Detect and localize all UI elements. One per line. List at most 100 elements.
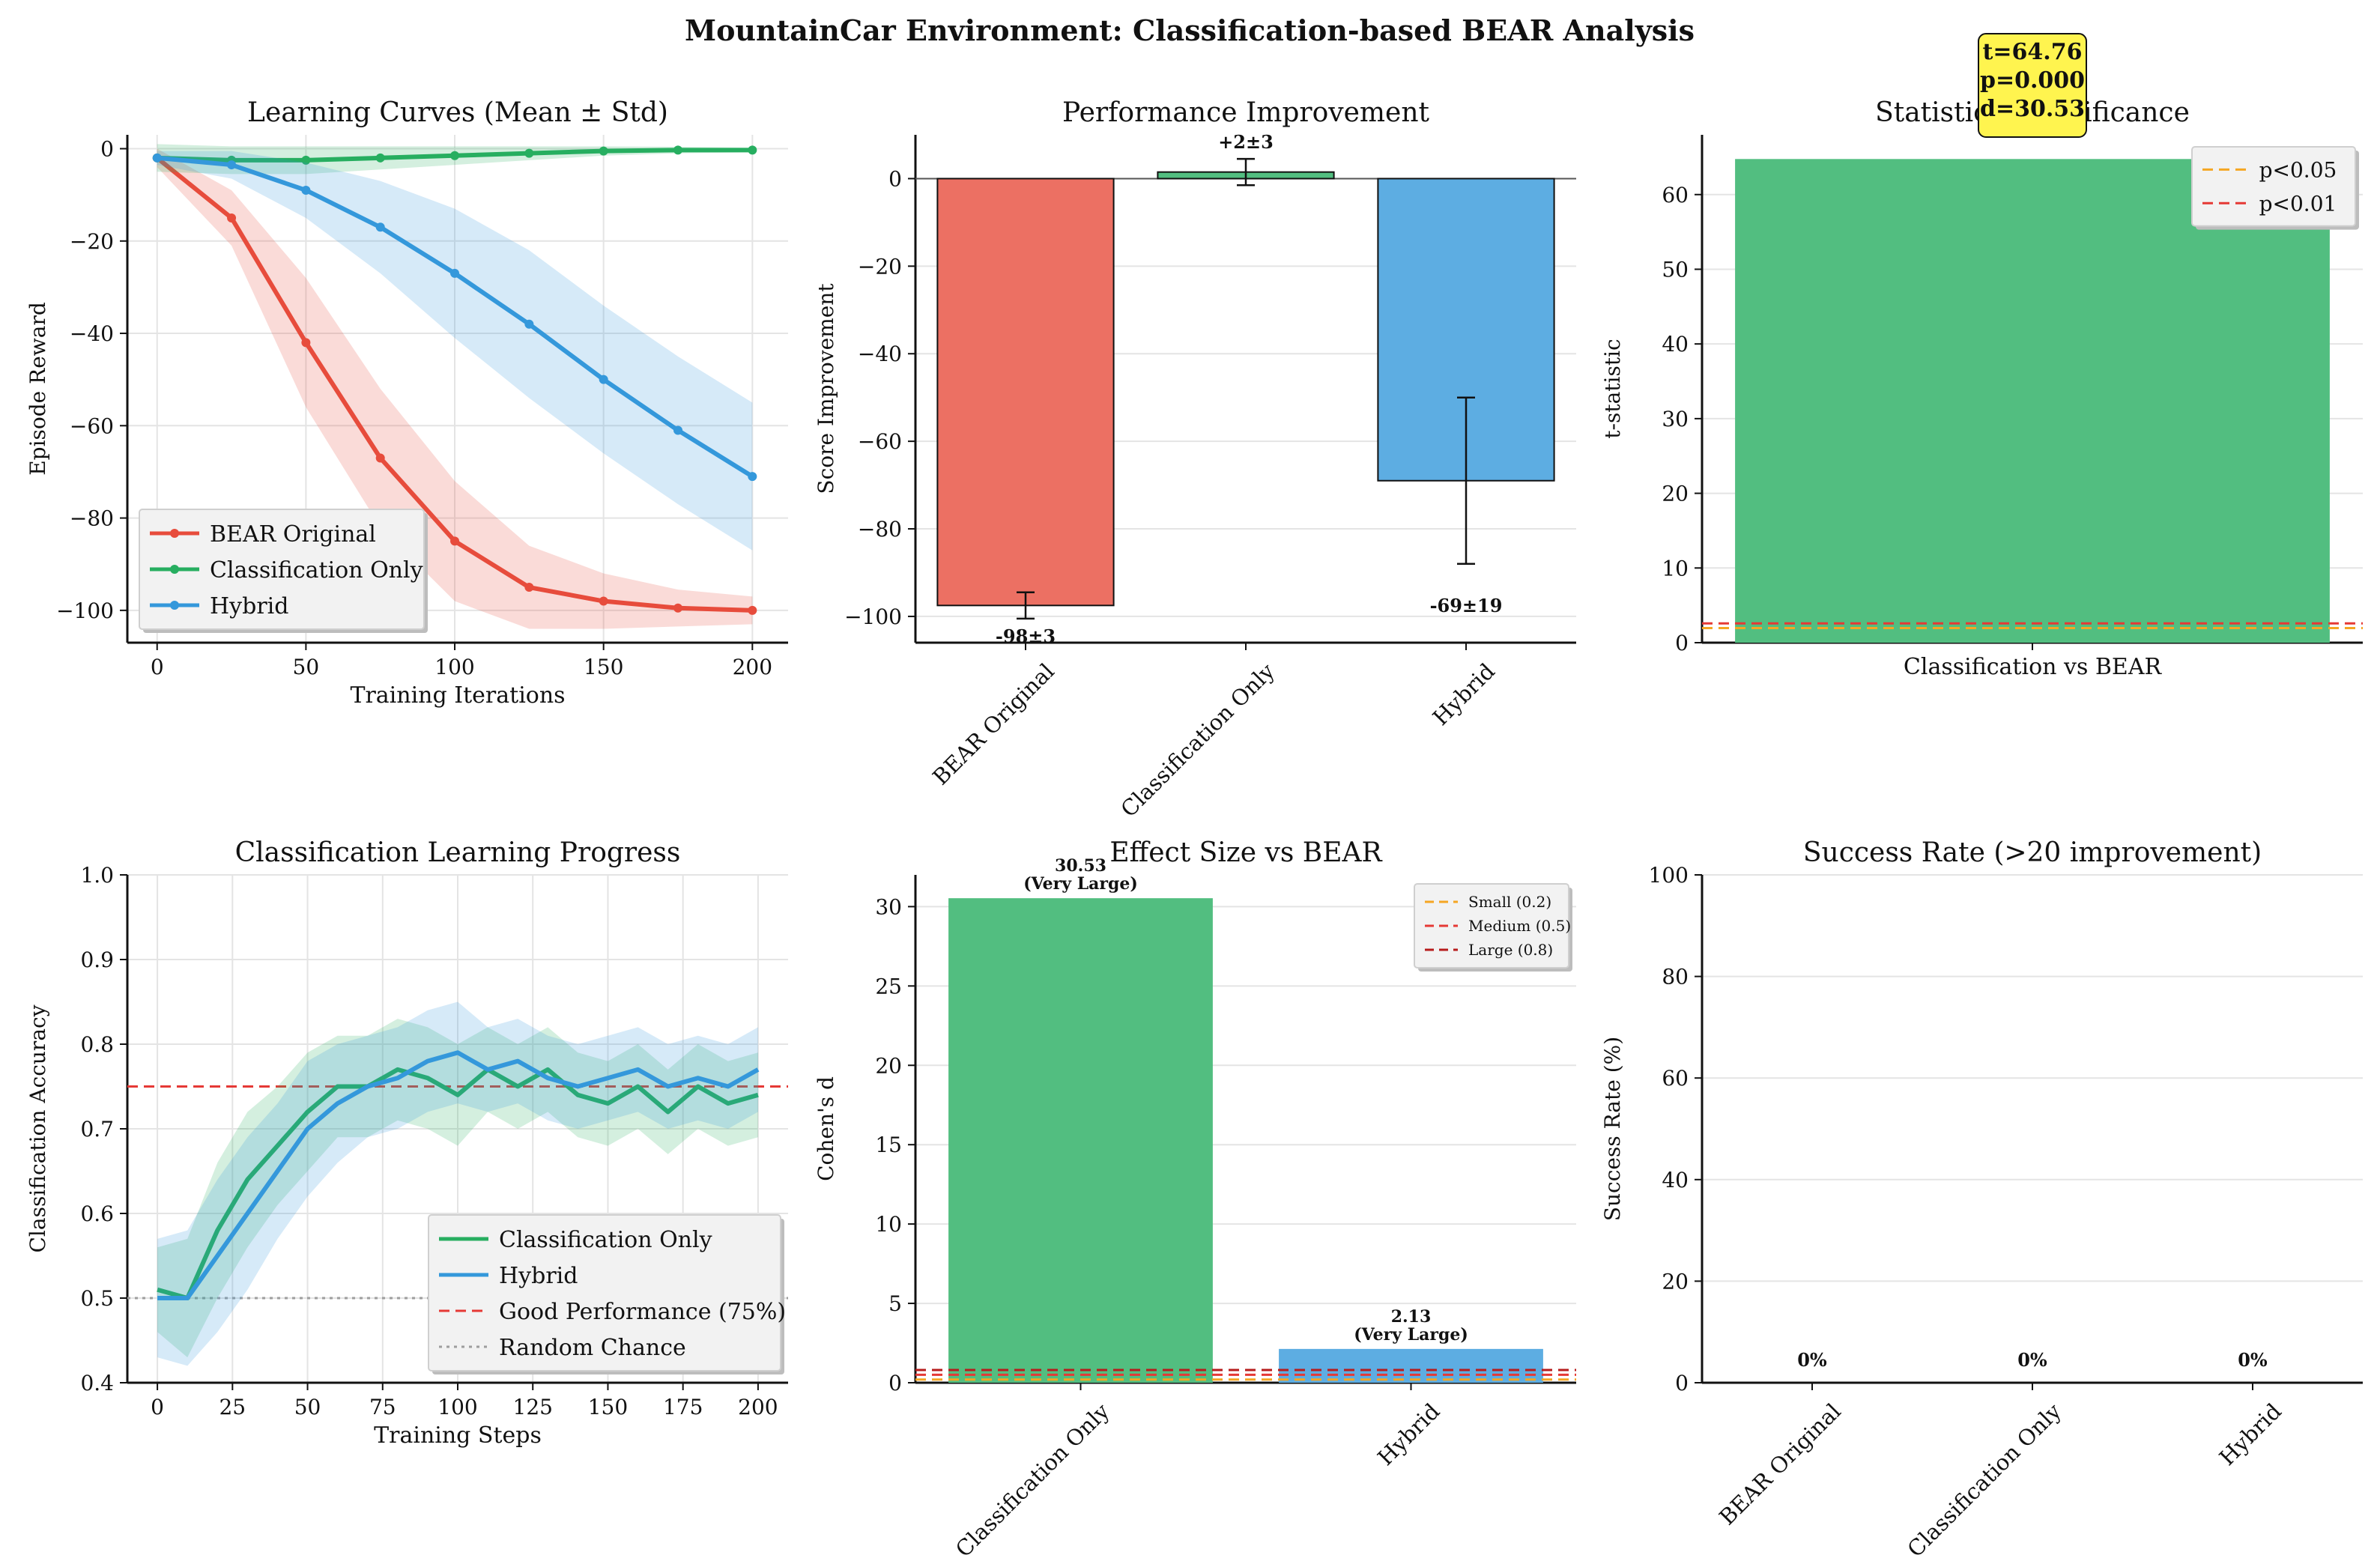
data-point xyxy=(227,213,237,222)
x-tick-label: 125 xyxy=(513,1395,553,1419)
y-tick-label: −40 xyxy=(70,321,114,346)
data-point xyxy=(524,319,534,329)
x-tick-label: 150 xyxy=(584,655,623,679)
y-tick-label: 40 xyxy=(1662,332,1689,357)
y-tick-label: 60 xyxy=(1662,1066,1689,1091)
annotation-text: t=64.76 xyxy=(1983,39,2083,65)
y-tick-label: −20 xyxy=(858,254,902,279)
x-tick-label: BEAR Original xyxy=(1714,1398,1846,1530)
chart-title: Effect Size vs BEAR xyxy=(1109,837,1382,868)
x-axis-label: Training Steps xyxy=(374,1422,542,1449)
annotation-box xyxy=(1978,33,2087,138)
chart-title: Performance Improvement xyxy=(1062,97,1430,128)
x-tick-label: 150 xyxy=(588,1395,628,1419)
value-label: +2±3 xyxy=(1218,131,1274,153)
x-tick-label: 100 xyxy=(434,655,474,679)
data-point xyxy=(599,375,608,384)
y-tick-label: 100 xyxy=(1649,863,1689,888)
value-label: 0% xyxy=(2238,1349,2268,1371)
y-tick-label: 50 xyxy=(1662,257,1689,282)
x-tick-label: 0 xyxy=(151,655,164,679)
legend-label: BEAR Original xyxy=(210,521,376,548)
y-tick-label: 10 xyxy=(1662,556,1689,581)
chart-performance_improvement: 0 −20 −40 −60 −80 −100 Performance Improvement… xyxy=(814,97,1576,822)
x-tick-label: 200 xyxy=(738,1395,778,1419)
x-tick-label: 200 xyxy=(733,655,772,679)
chart-title: Learning Curves (Mean ± Std) xyxy=(247,97,668,128)
x-tick-label: 175 xyxy=(663,1395,703,1419)
legend-label: Large (0.8) xyxy=(1468,941,1553,959)
data-point xyxy=(375,153,385,163)
bar xyxy=(1279,1348,1543,1383)
y-axis-label: Cohen's d xyxy=(814,1076,838,1181)
x-tick-label: Classification Only xyxy=(1902,1398,2066,1562)
x-tick-label: Hybrid xyxy=(1428,658,1500,730)
y-tick-label: −60 xyxy=(858,429,902,454)
data-point xyxy=(375,222,385,232)
x-tick-label: 100 xyxy=(437,1395,477,1419)
legend-label: Random Chance xyxy=(499,1335,686,1361)
data-point xyxy=(748,472,757,482)
legend-label: Good Performance (75%) xyxy=(499,1299,786,1325)
bar xyxy=(948,898,1213,1383)
y-tick-label: 0.8 xyxy=(80,1032,114,1057)
data-point xyxy=(524,148,534,158)
value-label: -98±3 xyxy=(996,625,1056,647)
data-point xyxy=(748,145,757,155)
data-point xyxy=(673,145,682,155)
legend-box xyxy=(428,1214,781,1371)
chart-success_rate: 0 20 40 60 80 100 Success Rate (>20 improvemen… xyxy=(1600,837,2363,1562)
y-tick-label: −100 xyxy=(56,598,114,623)
data-point xyxy=(301,185,311,195)
y-tick-label: 0 xyxy=(888,1371,902,1395)
series-line xyxy=(157,1050,760,1300)
data-point xyxy=(599,596,608,606)
y-tick-label: 15 xyxy=(875,1133,902,1157)
x-tick-label: 0 xyxy=(151,1395,164,1419)
data-point xyxy=(524,583,534,592)
y-tick-label: −20 xyxy=(70,229,114,254)
legend-box xyxy=(2191,146,2356,227)
value-label: 30.53 xyxy=(1055,856,1106,876)
value-label: -69±19 xyxy=(1430,595,1503,616)
y-tick-label: 30 xyxy=(1662,407,1689,431)
legend-label: Classification Only xyxy=(210,557,423,584)
y-tick-label: 10 xyxy=(875,1212,902,1237)
y-tick-label: 30 xyxy=(875,894,902,919)
x-tick-label: 50 xyxy=(294,1395,321,1419)
y-tick-label: 40 xyxy=(1662,1168,1689,1192)
std-band xyxy=(157,148,753,629)
y-tick-label: 0.6 xyxy=(80,1201,114,1226)
y-axis-label: t-statistic xyxy=(1600,339,1625,439)
figure-title: MountainCar Environment: Classification-… xyxy=(685,13,1695,47)
y-tick-label: 25 xyxy=(875,974,902,998)
y-tick-label: 0 xyxy=(100,136,114,161)
y-tick-label: 20 xyxy=(875,1053,902,1078)
x-tick-label: Classification Only xyxy=(951,1398,1115,1562)
data-point xyxy=(152,153,162,163)
x-tick-label: 75 xyxy=(369,1395,396,1419)
legend-label: Classification Only xyxy=(499,1227,712,1253)
y-tick-label: 0 xyxy=(888,166,902,191)
y-axis-label: Classification Accuracy xyxy=(25,1004,50,1252)
y-tick-label: 0.9 xyxy=(80,948,114,972)
chart-title: Classification Learning Progress xyxy=(235,837,681,868)
value-label: (Very Large) xyxy=(1354,1325,1468,1345)
x-tick-label: Hybrid xyxy=(1372,1398,1444,1470)
y-tick-label: 20 xyxy=(1662,1269,1689,1294)
std-band xyxy=(157,151,753,551)
data-point xyxy=(673,425,682,435)
value-label: 2.13 xyxy=(1391,1307,1432,1327)
legend-marker xyxy=(170,565,179,574)
data-point xyxy=(227,160,237,170)
legend-label: p<0.05 xyxy=(2259,157,2337,182)
data-point xyxy=(673,603,682,613)
legend-label: p<0.01 xyxy=(2259,191,2337,216)
x-tick-label: Hybrid xyxy=(2214,1398,2286,1470)
chart-effect_size: 0 5 10 15 20 25 30 Effect Size vs BEAR Cohen's d… xyxy=(814,837,1576,1562)
legend-label: Small (0.2) xyxy=(1468,893,1551,911)
chart-classification_learning: 0.4 0.5 0.6 0.7 0.8 0.9 1.0 0 25 50 75 100 125 150 175… xyxy=(25,837,788,1449)
data-point xyxy=(301,155,311,165)
x-tick-label: 25 xyxy=(219,1395,246,1419)
